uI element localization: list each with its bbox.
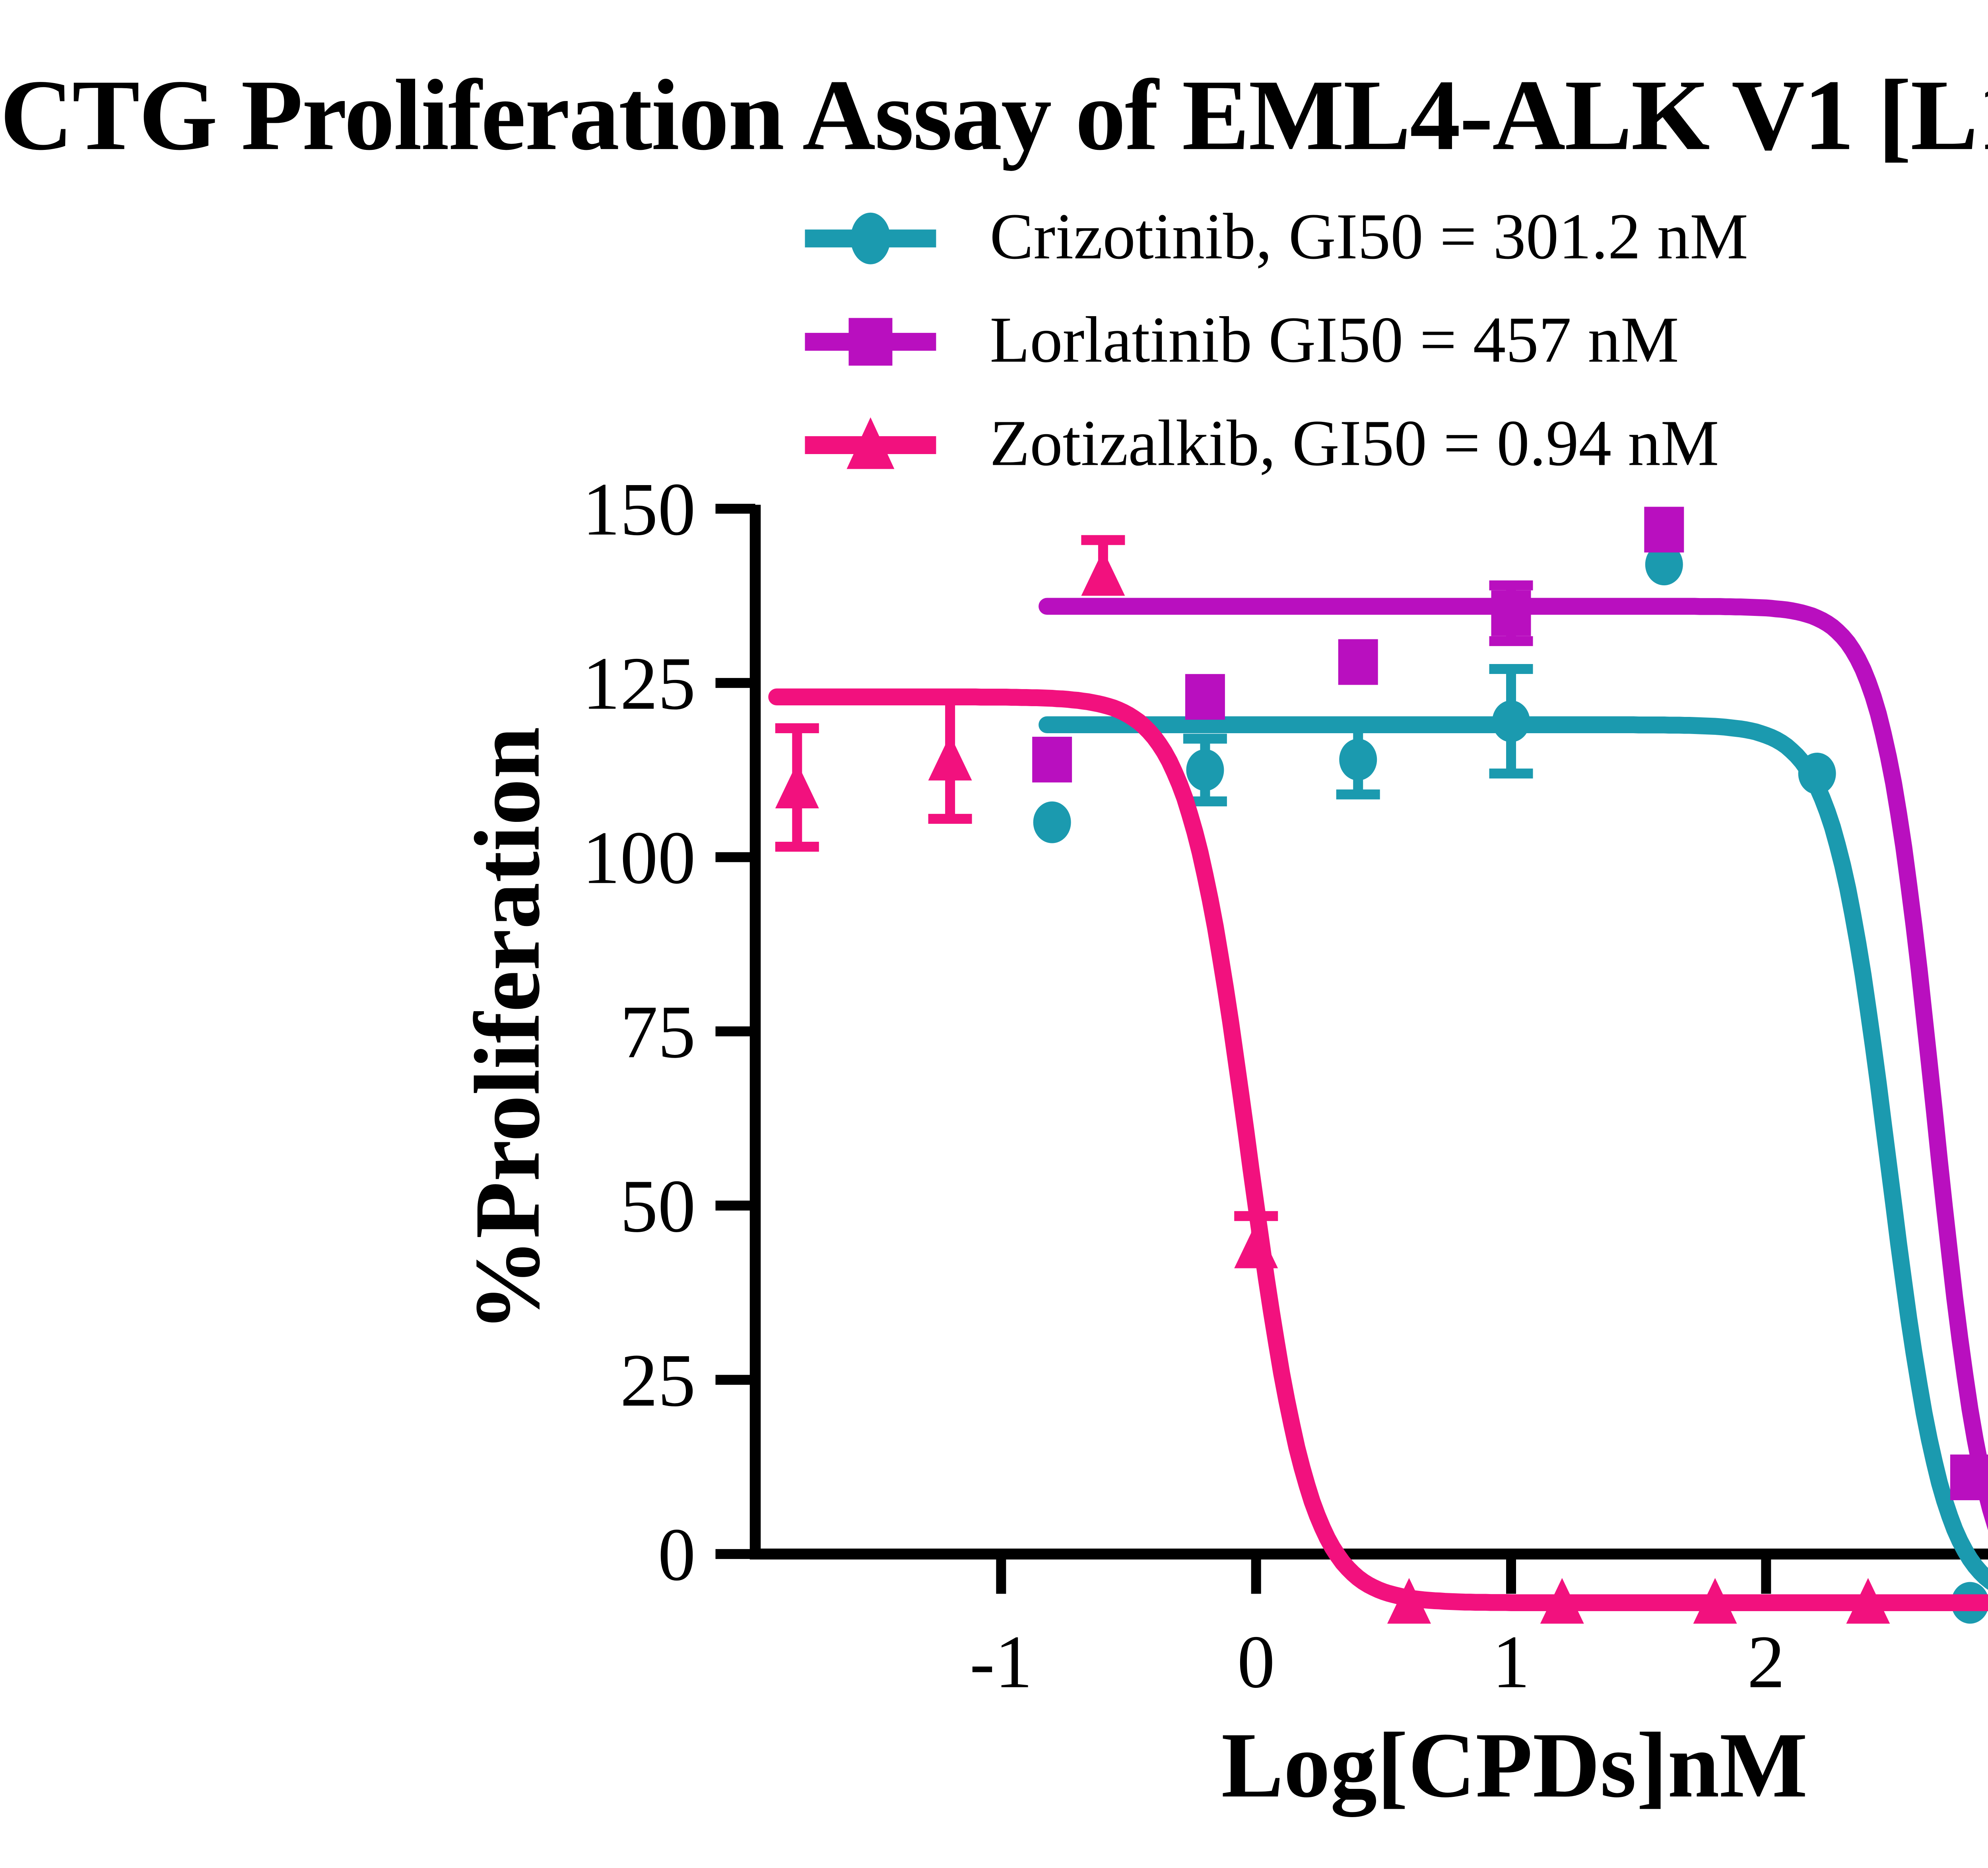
zotizalkib-data-point — [1081, 550, 1125, 596]
zotizalkib-data-point — [928, 734, 972, 781]
crizotinib-legend-marker-icon — [805, 212, 936, 264]
legend-label-zotizalkib: Zotizalkib, GI50 = 0.94 nM — [990, 408, 1719, 480]
x-axis-label: Log[CPDs]nM — [1221, 1715, 1808, 1819]
lorlatinib-data-point — [1032, 736, 1072, 783]
zotizalkib-data-point — [1234, 1222, 1278, 1268]
lorlatinib-data-point — [1338, 639, 1378, 685]
crizotinib-data-point — [1033, 801, 1071, 843]
legend-label-lorlatinib: Lorlatinib GI50 = 457 nM — [990, 305, 1679, 377]
chart-title: CTG Proliferation Assay of EML4-ALK V1 [… — [0, 61, 1988, 173]
zotizalkib-data-point — [1540, 1578, 1584, 1624]
axes: -1012340255075100125150 — [582, 468, 1988, 1704]
x-tick-label: 2 — [1747, 1620, 1785, 1704]
crizotinib-series — [1033, 544, 1988, 1624]
lorlatinib-data-point — [1491, 590, 1531, 636]
y-tick-label: 150 — [582, 468, 696, 551]
lorlatinib-data-point — [1950, 1454, 1988, 1501]
zotizalkib-data-point — [1693, 1578, 1737, 1624]
y-axis-label: %Proliferation — [457, 726, 561, 1332]
zotizalkib-series — [768, 535, 1988, 1624]
y-tick-label: 25 — [620, 1339, 696, 1422]
y-tick-label: 50 — [620, 1165, 696, 1248]
x-tick-label: 1 — [1492, 1620, 1530, 1704]
y-tick-label: 100 — [582, 816, 696, 900]
legend-label-crizotinib: Crizotinib, GI50 = 301.2 nM — [990, 202, 1748, 274]
lorlatinib-series — [1032, 507, 1988, 1530]
y-tick-label: 75 — [620, 990, 696, 1074]
zotizalkib-data-point — [775, 763, 819, 808]
legend: Crizotinib, GI50 = 301.2 nM Lorlatinib G… — [795, 187, 1748, 497]
crizotinib-data-point — [1492, 700, 1530, 742]
crizotinib-data-point — [1798, 752, 1836, 794]
zotizalkib-fit-curve — [768, 688, 1988, 1612]
lorlatinib-data-point — [1185, 674, 1225, 720]
y-tick-label: 0 — [658, 1513, 696, 1596]
legend-item-crizotinib: Crizotinib, GI50 = 301.2 nM — [795, 187, 1748, 290]
zotizalkib-legend-marker-icon — [805, 417, 936, 469]
y-tick-label: 125 — [582, 642, 696, 726]
lorlatinib-data-point — [1644, 507, 1684, 553]
lorlatinib-legend-marker-icon — [805, 318, 936, 366]
crizotinib-data-point — [1645, 544, 1683, 586]
crizotinib-data-point — [1339, 738, 1377, 781]
zotizalkib-data-point — [1387, 1578, 1431, 1624]
x-tick-label: -1 — [970, 1620, 1033, 1704]
lorlatinib-fit-curve — [1039, 598, 1988, 1530]
crizotinib-fit-curve — [1039, 716, 1988, 1590]
crizotinib-data-point — [1186, 749, 1224, 791]
legend-item-zotizalkib: Zotizalkib, GI50 = 0.94 nM — [795, 394, 1748, 497]
zotizalkib-data-point — [1846, 1578, 1890, 1624]
legend-item-lorlatinib: Lorlatinib GI50 = 457 nM — [795, 290, 1748, 394]
x-tick-label: 0 — [1237, 1620, 1275, 1704]
